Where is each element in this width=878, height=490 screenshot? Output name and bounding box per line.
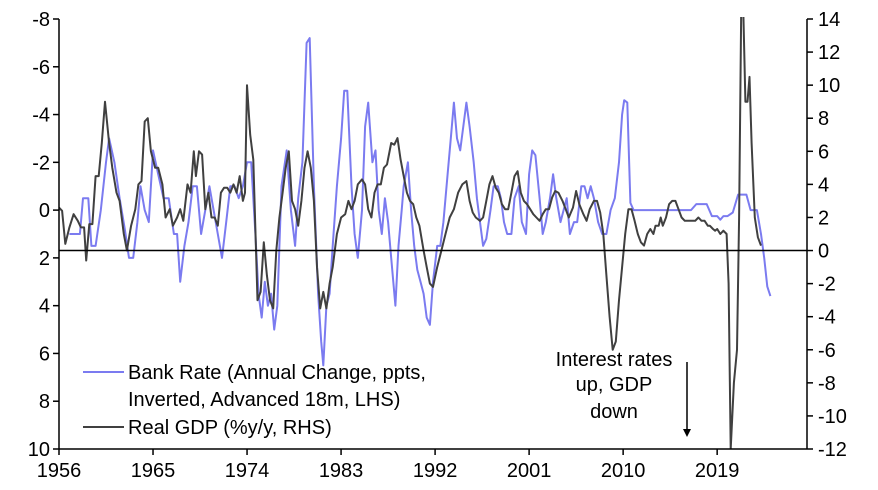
left-tick-label: 0 — [39, 200, 50, 222]
left-tick-label: 2 — [39, 248, 50, 270]
legend-label-gdp: Real GDP (%y/y, RHS) — [128, 417, 332, 439]
x-tick-label: 1992 — [413, 460, 458, 482]
right-tick-label: 6 — [818, 141, 829, 163]
legend: Bank Rate (Annual Change, ppts, Inverted… — [83, 362, 426, 439]
x-tick-label: 1965 — [131, 460, 176, 482]
x-tick-label: 1974 — [225, 460, 270, 482]
legend-label-bank-rate-line1: Bank Rate (Annual Change, ppts, — [128, 362, 426, 384]
right-tick-label: -2 — [818, 274, 836, 296]
right-tick-label: 2 — [818, 207, 829, 229]
left-tick-label: -6 — [32, 57, 50, 79]
right-tick-label: -6 — [818, 340, 836, 362]
left-tick-label: 8 — [39, 391, 50, 413]
annotation-arrowhead-icon — [683, 429, 691, 437]
x-tick-label: 1956 — [37, 460, 82, 482]
right-tick-label: 0 — [818, 241, 829, 263]
legend-label-bank-rate-line2: Inverted, Advanced 18m, LHS) — [128, 389, 400, 411]
right-tick-label: 8 — [818, 108, 829, 130]
left-tick-label: -4 — [32, 105, 50, 127]
right-tick-label: 4 — [818, 174, 829, 196]
x-tick-label: 2019 — [695, 460, 740, 482]
right-tick-label: 10 — [818, 75, 840, 97]
series-line-bank-rate — [69, 37, 772, 367]
right-tick-label: -8 — [818, 373, 836, 395]
annotation: Interest rates up, GDP down — [556, 349, 691, 437]
left-tick-label: -8 — [32, 9, 50, 31]
axes-layer: -8 -6 -4 -2 0 2 4 6 8 10 14 12 10 8 6 4 2 0 -2 -4 -6 -8 -10 -12… — [28, 9, 847, 482]
right-tick-label: -12 — [818, 439, 847, 461]
right-tick-label: 14 — [818, 9, 840, 31]
annotation-line2: up, GDP — [576, 374, 653, 396]
annotation-line1: Interest rates — [556, 349, 673, 371]
annotation-line3: down — [590, 401, 638, 423]
x-tick-label: 2001 — [507, 460, 552, 482]
left-tick-label: 10 — [28, 439, 50, 461]
series-layer — [59, 17, 772, 449]
right-tick-label: 12 — [818, 42, 840, 64]
x-tick-label: 2010 — [601, 460, 646, 482]
left-tick-label: -2 — [32, 152, 50, 174]
left-tick-label: 4 — [39, 296, 50, 318]
right-tick-label: -4 — [818, 307, 836, 329]
x-tick-label: 1983 — [319, 460, 364, 482]
left-tick-label: 6 — [39, 343, 50, 365]
right-tick-label: -10 — [818, 406, 847, 428]
series-line-real-gdp — [59, 17, 762, 449]
